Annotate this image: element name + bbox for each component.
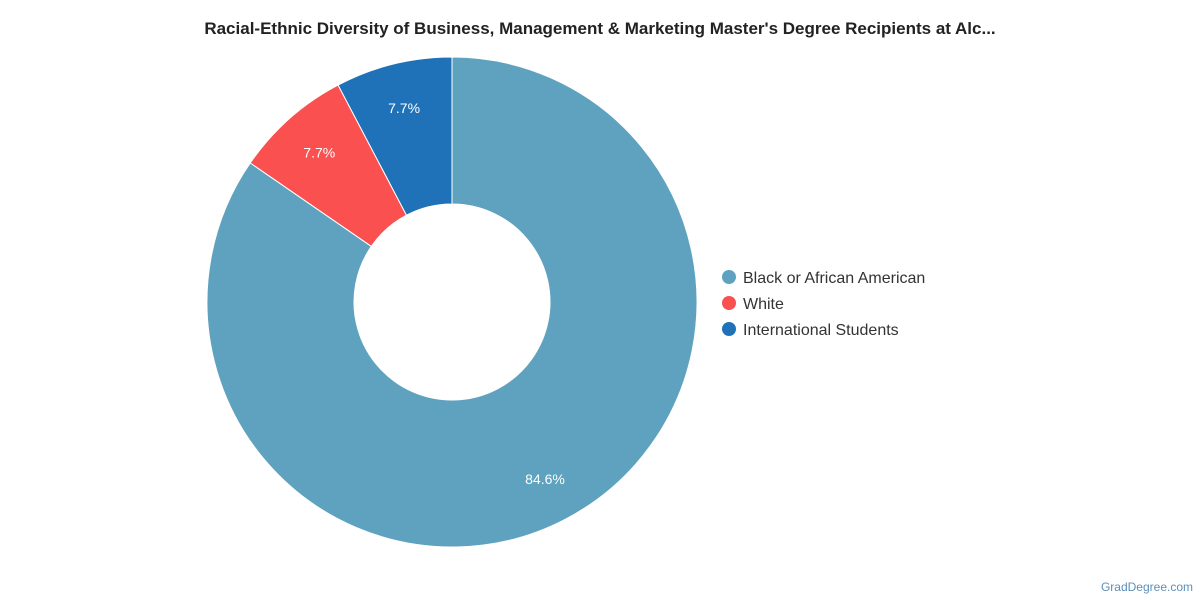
legend-marker-white: [722, 296, 736, 310]
data-label-black-or-african-american: 84.6%: [525, 471, 565, 487]
slice-white[interactable]: [249, 84, 408, 248]
legend: Black or African American White Internatio…: [722, 270, 925, 339]
legend-marker-black-or-african-american: [722, 270, 736, 284]
watermark: GradDegree.com: [1101, 580, 1193, 594]
legend-label-international-students: International Students: [743, 322, 899, 339]
legend-item-international-students[interactable]: International Students: [722, 322, 899, 339]
legend-label-white: White: [743, 296, 784, 313]
slice-black-or-african-american[interactable]: [206, 56, 698, 548]
legend-item-white[interactable]: White: [722, 296, 784, 313]
legend-item-black-or-african-american[interactable]: Black or African American: [722, 270, 925, 287]
data-label-white: 7.7%: [303, 144, 335, 160]
legend-label-black-or-african-american: Black or African American: [743, 270, 925, 287]
slices-group: [206, 56, 698, 548]
legend-marker-international-students: [722, 322, 736, 336]
data-labels-group: 7.7% 7.7% 84.6%: [303, 100, 565, 487]
chart-title: Racial-Ethnic Diversity of Business, Man…: [204, 19, 995, 38]
data-label-international-students: 7.7%: [388, 100, 420, 116]
